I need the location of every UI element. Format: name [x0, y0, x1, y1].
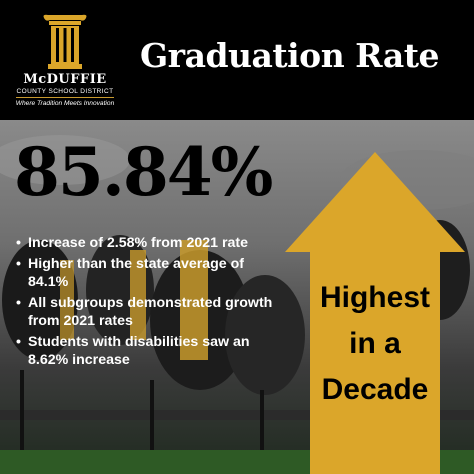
graduation-rate-value: 85.84% [14, 133, 273, 211]
list-item: Higher than the state average of 84.1% [16, 255, 276, 291]
header-bar: McDUFFIE COUNTY SCHOOL DISTRICT Where Tr… [0, 0, 474, 120]
arrow-caption-line: in a [349, 327, 401, 360]
pillar-logo-icon [43, 14, 87, 69]
list-item: All subgroups demonstrated growth from 2… [16, 294, 276, 330]
logo-tagline: Where Tradition Meets Innovation [15, 100, 115, 107]
highlights-list: Increase of 2.58% from 2021 rate Higher … [16, 234, 276, 372]
arrow-caption-line: Highest [319, 281, 430, 314]
logo-divider [16, 97, 114, 98]
up-arrow-icon [285, 152, 465, 474]
arrow-caption-line: Decade [321, 373, 429, 406]
arrow-caption: Highest in a Decade [300, 275, 450, 413]
logo-subtitle: COUNTY SCHOOL DISTRICT [16, 88, 114, 95]
list-item: Students with disabilities saw an 8.62% … [16, 333, 276, 369]
logo-name: McDUFFIE [23, 72, 107, 87]
list-item: Increase of 2.58% from 2021 rate [16, 234, 276, 252]
page-title: Graduation Rate [140, 36, 439, 75]
